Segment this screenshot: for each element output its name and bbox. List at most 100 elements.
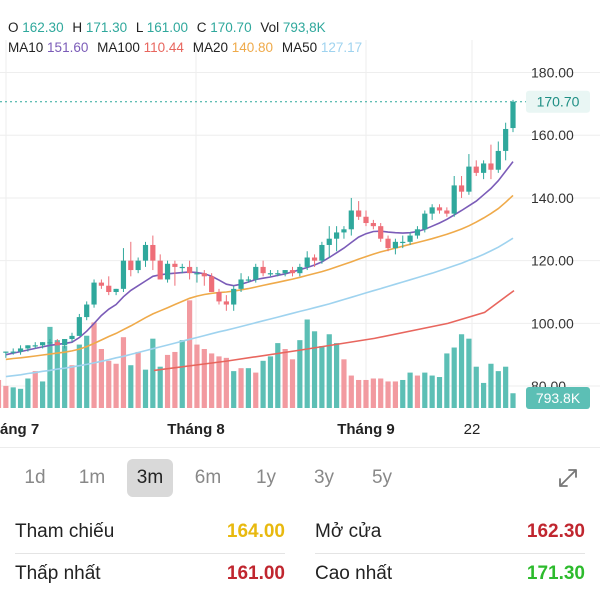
volume-value: 793,8K: [282, 20, 326, 35]
candle-body: [319, 244, 325, 261]
candle-body: [40, 342, 46, 346]
volume-bar: [267, 356, 274, 408]
candle-body: [62, 339, 68, 346]
stat-high: Cao nhất 171.30: [315, 554, 585, 594]
volume-bar: [341, 359, 347, 408]
volume-bar: [54, 340, 60, 408]
candle-body: [32, 345, 38, 347]
volume-bar: [363, 379, 369, 408]
volume-bar: [106, 360, 112, 408]
volume-bar: [150, 338, 156, 408]
volume-bar: [201, 349, 207, 408]
candle-body: [289, 270, 296, 274]
volume-bar: [436, 377, 443, 408]
last-volume-label: 793.8K: [536, 390, 581, 406]
candle-body: [142, 244, 149, 261]
stat-high-value: 171.30: [526, 563, 585, 584]
candle-body: [326, 238, 332, 245]
candle-body: [414, 229, 421, 236]
candle-body: [179, 266, 185, 269]
candle-body: [238, 279, 244, 289]
volume-bar: [488, 363, 494, 408]
volume-bar: [253, 372, 259, 408]
candle-body: [209, 276, 215, 292]
volume-bar: [172, 351, 178, 408]
volume-bar: [25, 378, 31, 408]
last-volume-tag: [526, 387, 590, 409]
x-tick-label: Tháng 8: [167, 421, 225, 438]
volume-bar: [422, 372, 428, 408]
stat-low-label: Thấp nhất: [15, 563, 101, 584]
range-tab-5y[interactable]: 5y: [371, 467, 393, 488]
stat-open-value: 162.30: [526, 521, 585, 542]
x-tick-label: Tháng 9: [337, 421, 395, 438]
volume-bar: [187, 300, 193, 408]
volume-bar: [91, 322, 97, 408]
high-label: H: [72, 20, 83, 35]
last-price-label: 170.70: [537, 94, 580, 110]
stat-reference-value: 164.00: [226, 521, 285, 542]
volume-bar: [32, 371, 38, 408]
candle-body: [370, 223, 376, 227]
candle-body: [17, 348, 24, 352]
candle-body: [150, 244, 156, 261]
candle-body: [436, 207, 443, 211]
volume-bar: [10, 387, 16, 408]
volume-bar: [311, 331, 318, 408]
volume-bar: [113, 363, 119, 408]
volume-bar: [334, 343, 340, 408]
range-tab-1d[interactable]: 1d: [24, 467, 46, 488]
candle-body: [422, 213, 428, 230]
range-tab-3m[interactable]: 3m: [127, 459, 173, 497]
candle-body: [76, 317, 82, 336]
candle-body: [510, 101, 516, 129]
candle-body: [385, 238, 391, 249]
volume-bar: [466, 338, 472, 408]
stat-open: Mở cửa 162.30: [315, 512, 585, 552]
close-value: 170.70: [210, 20, 252, 35]
volume-bar: [179, 340, 185, 408]
volume-bar: [451, 347, 457, 408]
candle-body: [157, 260, 163, 280]
candle-body: [113, 288, 119, 292]
candle-body: [3, 351, 9, 353]
volume-bar: [297, 340, 303, 408]
y-tick-label: 120.00: [531, 253, 574, 269]
range-tab-6m[interactable]: 6m: [194, 467, 222, 488]
last-price-tag: [526, 90, 590, 113]
y-tick-label: 140.00: [531, 190, 574, 206]
volume-bar: [17, 388, 24, 408]
candle-body: [451, 185, 457, 214]
low-value: 161.00: [146, 20, 188, 35]
volume-bar: [98, 349, 104, 408]
range-tab-1y[interactable]: 1y: [255, 467, 277, 488]
range-tab-3y[interactable]: 3y: [313, 467, 335, 488]
candle-body: [400, 241, 406, 244]
range-selector: 1d 1m 3m 6m 1y 3y 5y: [0, 456, 600, 500]
volume-bar: [282, 349, 288, 408]
ma50-line: [5, 237, 514, 378]
volume-bar: [194, 344, 200, 408]
volume-bar: [76, 344, 82, 408]
candle-body: [253, 266, 259, 280]
candle-body: [311, 257, 318, 261]
range-tab-1m[interactable]: 1m: [78, 467, 106, 488]
expand-icon[interactable]: [558, 468, 578, 488]
volume-bar: [245, 368, 251, 408]
volume-bar: [348, 375, 354, 408]
volume-bar: [289, 359, 296, 408]
candle-body: [47, 342, 53, 344]
volume-bar: [407, 372, 413, 408]
candle-body: [334, 232, 340, 239]
volume-bar: [84, 335, 90, 408]
candle-body: [282, 270, 288, 274]
volume-bar: [304, 319, 310, 408]
close-label: C: [196, 20, 207, 35]
price-chart[interactable]: 180.00160.00140.00120.00100.0080.00170.7…: [0, 0, 600, 456]
ma100-line: [153, 289, 515, 372]
stat-low-value: 161.00: [226, 563, 285, 584]
stat-open-label: Mở cửa: [315, 521, 382, 542]
volume-bar: [495, 371, 501, 408]
ma100-value: 110.44: [143, 40, 184, 55]
volume-bar: [326, 334, 332, 408]
